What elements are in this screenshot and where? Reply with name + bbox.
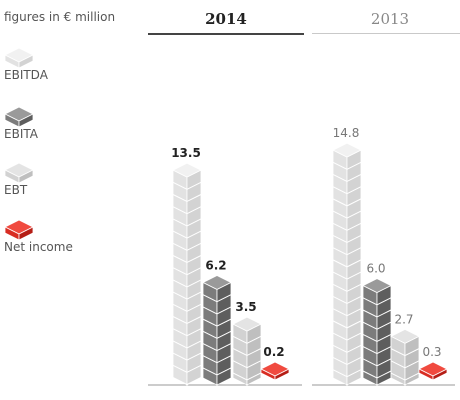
value-label-2014-net-income: 0.2 <box>263 345 284 359</box>
legend-swatch-ebt <box>4 162 34 184</box>
legend-item-ebita: EBITA <box>4 106 38 141</box>
bar-2013-ebita <box>362 278 392 386</box>
legend-item-ebt: EBT <box>4 162 34 197</box>
legend-swatch-ebita <box>4 106 34 128</box>
value-label-2014-ebita: 6.2 <box>205 259 226 273</box>
legend-label-ebita: EBITA <box>4 127 38 141</box>
legend-swatch-ebitda <box>4 47 34 69</box>
bar-2013-ebt <box>390 328 420 386</box>
units-label: figures in € million <box>4 10 116 24</box>
year-heading-2013: 2013 <box>370 10 410 28</box>
legend-label-ebt: EBT <box>4 183 28 197</box>
bar-2014-ebt <box>232 316 262 386</box>
bar-2014-ebitda <box>172 162 202 386</box>
legend-label-ebitda: EBITDA <box>4 68 48 82</box>
bar-2013-net-income <box>418 361 448 381</box>
bar-2014-net-income <box>260 361 290 381</box>
value-label-2013-net-income: 0.3 <box>422 345 441 359</box>
year-heading-2014: 2014 <box>205 10 247 28</box>
value-label-2013-ebita: 6.0 <box>366 262 385 276</box>
value-label-2014-ebitda: 13.5 <box>171 146 201 160</box>
legend-label-net-income: Net income <box>4 240 73 254</box>
year-underline-2013 <box>312 33 460 34</box>
value-label-2013-ebitda: 14.8 <box>333 126 360 140</box>
legend-swatch-net-income <box>4 219 34 241</box>
bar-2014-ebita <box>202 275 232 386</box>
legend-item-ebitda: EBITDA <box>4 47 48 82</box>
legend-item-net-income: Net income <box>4 219 73 254</box>
value-label-2013-ebt: 2.7 <box>394 312 413 326</box>
value-label-2014-ebt: 3.5 <box>235 300 256 314</box>
year-underline-2014 <box>148 33 304 35</box>
bar-2013-ebitda <box>332 142 362 386</box>
